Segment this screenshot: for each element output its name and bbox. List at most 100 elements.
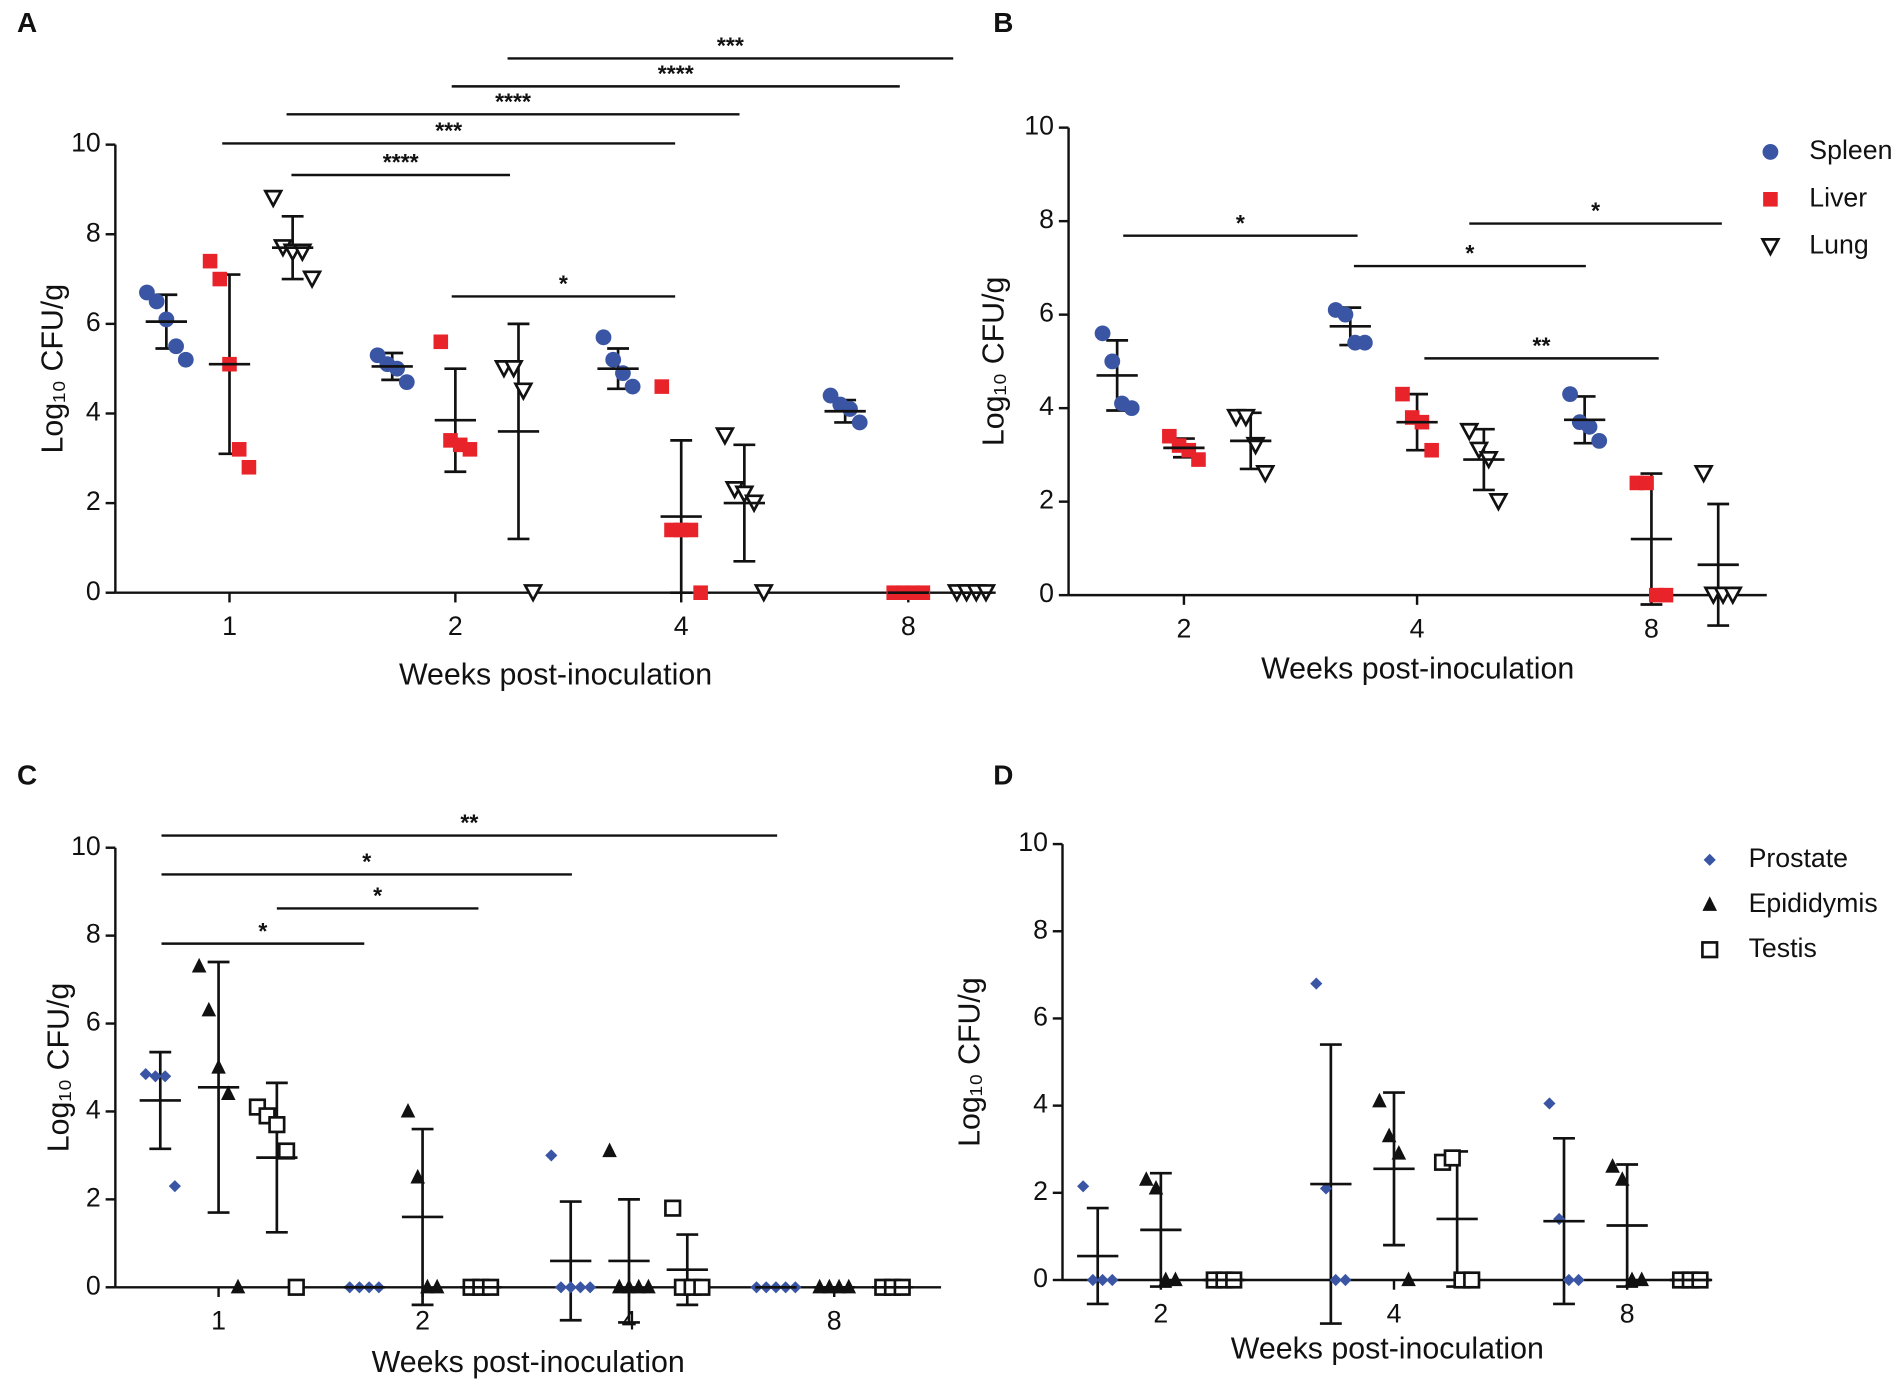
point	[1372, 1092, 1387, 1108]
point	[1395, 386, 1410, 402]
point	[1762, 144, 1779, 160]
significance-label: *	[1591, 198, 1600, 224]
point	[1168, 1271, 1183, 1287]
point	[1337, 306, 1354, 323]
x-tick-label: 2	[448, 611, 463, 641]
point	[842, 401, 858, 417]
point	[201, 1001, 217, 1017]
point	[1624, 1271, 1640, 1287]
point	[1562, 386, 1578, 403]
y-tick-label: 8	[86, 919, 101, 949]
point	[230, 1278, 246, 1294]
point	[1760, 238, 1781, 257]
point	[1562, 1273, 1575, 1287]
x-tick-label: 8	[901, 611, 916, 641]
panel: D 0 2 4 6 8 10 2 4 8 Weeks post-inoculation Log₁₀ C…	[953, 760, 1877, 1366]
point	[1310, 977, 1323, 990]
y-tick-label: 0	[86, 576, 101, 606]
point	[287, 1278, 305, 1296]
point	[462, 442, 478, 457]
y-tick-label: 8	[86, 217, 101, 247]
point	[545, 1149, 558, 1162]
point	[1543, 1097, 1556, 1110]
point	[148, 293, 165, 310]
point	[734, 485, 755, 505]
point	[693, 585, 708, 600]
panel-label: B	[993, 7, 1013, 38]
significance-label: *	[559, 271, 568, 297]
panel: C02468101248Weeks post-inoculationLog₁₀ …	[17, 760, 942, 1379]
point	[301, 270, 323, 290]
legend-label: Lung	[1809, 230, 1868, 260]
point	[522, 584, 544, 603]
legend-label: Spleen	[1809, 135, 1892, 165]
y-tick-label: 10	[1024, 111, 1054, 141]
y-tick-label: 8	[1033, 914, 1048, 944]
point	[1443, 1149, 1461, 1167]
x-tick-label: 4	[674, 611, 689, 641]
point	[191, 957, 207, 973]
panel-label: D	[993, 760, 1013, 791]
significance-label: ****	[658, 61, 694, 87]
point	[139, 1068, 152, 1081]
x-tick-label: 2	[1176, 613, 1191, 643]
significance-label: *	[1236, 210, 1245, 236]
point	[851, 414, 868, 431]
x-tick-label: 4	[1387, 1298, 1402, 1328]
point	[1424, 442, 1439, 458]
y-axis-label: Log₁₀ CFU/g	[953, 977, 986, 1147]
point	[683, 522, 699, 538]
point	[168, 338, 184, 355]
point	[410, 1168, 425, 1184]
point	[221, 1085, 236, 1100]
point	[1488, 493, 1509, 512]
y-tick-label: 2	[1033, 1176, 1048, 1206]
point	[624, 378, 641, 395]
y-tick-label: 2	[86, 486, 101, 516]
point	[268, 1116, 286, 1134]
point	[1094, 325, 1111, 342]
point	[389, 360, 405, 377]
legend-label: Testis	[1749, 933, 1817, 963]
point	[158, 311, 175, 328]
panel: B 0 2 4 6 8 10 2 4 8 Weeks post-inoculation Log₁₀ C…	[978, 7, 1893, 686]
point	[1701, 941, 1719, 959]
point	[1391, 1145, 1407, 1160]
y-tick-label: 6	[1033, 1002, 1048, 1032]
significance-label: *	[362, 849, 371, 875]
x-axis-label: Weeks post-inoculation	[1261, 652, 1574, 685]
point	[398, 374, 415, 391]
point	[1615, 1171, 1630, 1186]
point	[420, 1278, 435, 1294]
point	[429, 1278, 445, 1294]
x-axis-label: Weeks post-inoculation	[1231, 1332, 1544, 1365]
significance-label: *	[1465, 240, 1474, 266]
point	[1158, 1271, 1173, 1287]
point	[1148, 1179, 1164, 1195]
point	[211, 1059, 226, 1074]
x-tick-label: 1	[222, 611, 237, 641]
point	[1763, 192, 1778, 207]
significance-label: ****	[495, 88, 531, 114]
point	[400, 1102, 416, 1118]
point	[664, 1199, 682, 1217]
y-axis-label: Log₁₀ CFU/g	[37, 284, 70, 454]
point	[714, 427, 736, 446]
point	[1106, 1273, 1119, 1287]
point	[503, 360, 524, 379]
x-tick-label: 2	[415, 1306, 430, 1336]
y-tick-label: 10	[71, 128, 101, 158]
legend-label: Prostate	[1749, 843, 1848, 873]
x-tick-label: 1	[211, 1306, 226, 1336]
point	[605, 351, 622, 368]
y-tick-label: 2	[86, 1182, 101, 1212]
y-axis-label: Log₁₀ CFU/g	[43, 983, 76, 1153]
point	[1703, 853, 1716, 866]
y-tick-label: 4	[86, 1095, 101, 1125]
point	[595, 329, 612, 346]
x-axis-label: Weeks post-inoculation	[399, 659, 712, 692]
point	[1581, 418, 1598, 435]
point	[277, 1142, 296, 1160]
y-tick-label: 2	[1039, 485, 1054, 515]
